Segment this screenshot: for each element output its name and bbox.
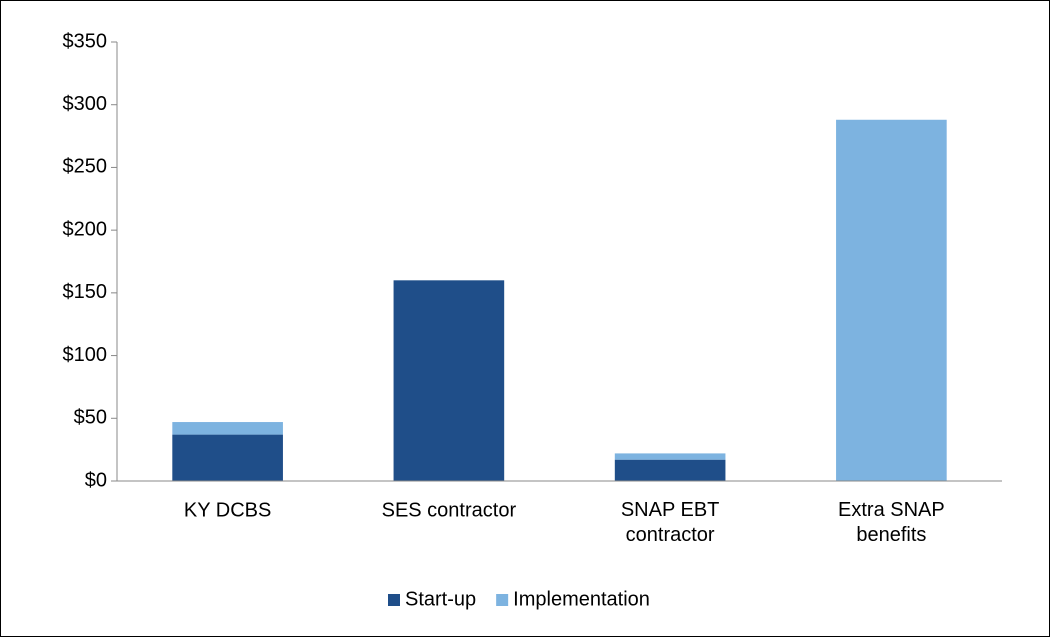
y-tick-label: $350 — [63, 30, 108, 52]
legend-label: Start-up — [405, 588, 476, 610]
bar-segment — [393, 280, 505, 481]
y-tick-label: $250 — [63, 156, 108, 178]
bar-segment — [172, 422, 283, 435]
x-tick-label: KY DCBS — [184, 499, 271, 521]
bar-segment — [614, 453, 726, 460]
y-tick-label: $150 — [63, 281, 108, 303]
x-tick-label: Extra SNAP benefits — [838, 499, 945, 546]
x-tick-label: SES contractor — [382, 499, 517, 521]
legend-label: Implementation — [513, 588, 650, 610]
y-tick-label: $0 — [85, 469, 107, 491]
y-tick-label: $50 — [74, 407, 107, 429]
legend-swatch — [388, 594, 400, 606]
x-tick-label: SNAP EBT contractor — [621, 499, 720, 546]
y-tick-label: $300 — [63, 93, 108, 115]
y-tick-label: $200 — [63, 218, 108, 240]
bar-segment — [172, 434, 283, 481]
y-tick-label: $100 — [63, 344, 108, 366]
legend-swatch — [496, 594, 509, 606]
bar-segment — [836, 119, 947, 481]
bar-segment — [614, 459, 726, 481]
